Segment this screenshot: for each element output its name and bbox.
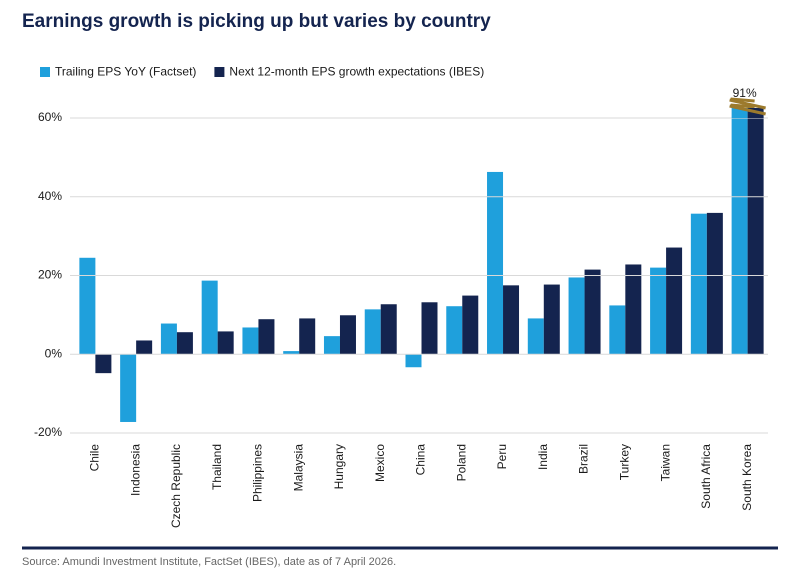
bar <box>299 318 316 355</box>
bar <box>258 319 275 355</box>
bar <box>462 295 479 355</box>
x-tick-label: Taiwan <box>658 444 672 481</box>
axis-break <box>729 104 766 116</box>
bar <box>120 354 137 422</box>
bar <box>568 277 585 355</box>
bar <box>79 257 96 355</box>
x-tick-label: Malaysia <box>291 444 305 492</box>
bar <box>609 305 626 355</box>
bar <box>136 340 153 355</box>
axis-break <box>730 103 755 109</box>
bar <box>176 332 193 355</box>
bar <box>487 171 504 355</box>
axis-break <box>729 98 766 110</box>
bar <box>650 267 667 355</box>
y-tick-label: 0% <box>45 346 63 360</box>
bar <box>405 354 422 368</box>
bar <box>747 118 764 355</box>
x-tick-label: South Korea <box>740 444 754 511</box>
bar <box>95 354 112 374</box>
annotation: 91% <box>733 86 757 100</box>
bar <box>242 327 259 355</box>
y-tick-label: 60% <box>38 110 62 124</box>
bar <box>160 323 177 355</box>
bar <box>706 212 723 355</box>
x-tick-label: Hungary <box>332 444 346 489</box>
chart-title: Earnings growth is picking up but varies… <box>22 11 491 32</box>
bar <box>584 269 601 355</box>
x-tick-label: Indonesia <box>128 444 142 496</box>
x-tick-label: Chile <box>88 444 102 472</box>
bar <box>201 280 218 355</box>
y-tick-label: -20% <box>34 425 62 439</box>
bar <box>446 306 463 355</box>
x-tick-label: Turkey <box>617 444 631 480</box>
bar <box>380 304 397 355</box>
legend-label: Trailing EPS YoY (Factset) <box>55 65 196 79</box>
bar <box>421 302 438 355</box>
bar <box>339 315 356 355</box>
x-tick-label: Thailand <box>210 444 224 490</box>
legend-swatch <box>214 67 225 77</box>
x-tick-label: Peru <box>495 444 509 469</box>
axis-break <box>730 97 755 103</box>
bar <box>527 318 544 355</box>
bar <box>364 309 381 355</box>
x-tick-label: Czech Republic <box>169 444 183 528</box>
x-tick-label: India <box>536 444 550 470</box>
bar <box>690 213 707 355</box>
x-tick-label: China <box>414 444 428 476</box>
bar <box>283 351 300 355</box>
x-tick-label: Philippines <box>251 444 265 502</box>
y-tick-label: 20% <box>38 268 62 282</box>
x-tick-label: Mexico <box>373 444 387 482</box>
plot-area <box>79 118 764 422</box>
x-tick-label: Poland <box>454 444 468 481</box>
bar <box>625 264 642 355</box>
bar <box>543 284 560 355</box>
bar <box>666 247 683 355</box>
y-tick-label: 40% <box>38 189 62 203</box>
x-tick-label: Brazil <box>577 444 591 474</box>
bar <box>503 285 520 355</box>
x-tick-label: South Africa <box>699 444 713 509</box>
bar <box>217 331 234 355</box>
legend-label: Next 12-month EPS growth expectations (I… <box>229 65 484 79</box>
legend-swatch <box>40 67 50 77</box>
bar <box>731 118 748 355</box>
bar <box>323 336 340 355</box>
source-note: Source: Amundi Investment Institute, Fac… <box>22 556 396 568</box>
